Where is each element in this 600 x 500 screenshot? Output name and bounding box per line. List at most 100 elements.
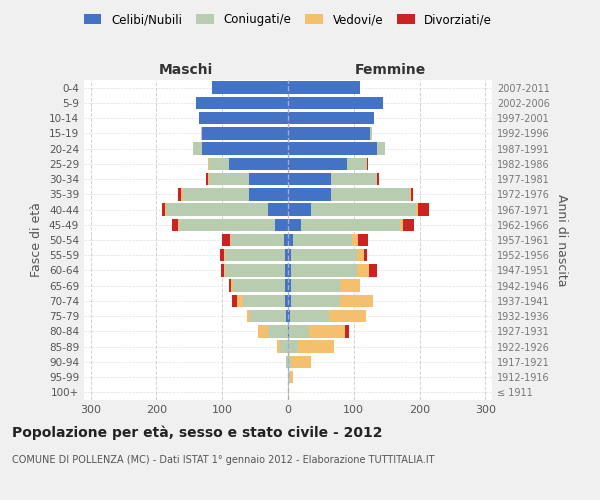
Bar xyxy=(183,188,248,200)
Bar xyxy=(220,249,224,262)
Bar xyxy=(291,264,357,276)
Bar xyxy=(288,264,291,276)
Bar xyxy=(309,325,345,338)
Bar xyxy=(331,173,377,186)
Y-axis label: Fasce di età: Fasce di età xyxy=(31,202,43,278)
Bar xyxy=(352,234,358,246)
Bar xyxy=(357,264,369,276)
Bar xyxy=(288,340,298,353)
Bar xyxy=(291,249,357,262)
Bar xyxy=(410,188,411,200)
Bar xyxy=(209,173,248,186)
Bar xyxy=(226,264,285,276)
Bar xyxy=(229,158,288,170)
Bar xyxy=(250,310,286,322)
Bar xyxy=(268,204,288,216)
Bar xyxy=(288,249,291,262)
Bar xyxy=(416,204,418,216)
Bar xyxy=(301,218,400,231)
Bar xyxy=(288,82,361,94)
Bar xyxy=(289,325,309,338)
Bar xyxy=(209,158,229,170)
Bar xyxy=(288,325,289,338)
Bar xyxy=(288,294,290,307)
Bar xyxy=(288,204,311,216)
Bar xyxy=(172,218,178,231)
Bar xyxy=(340,294,373,307)
Bar xyxy=(290,310,329,322)
Bar xyxy=(288,280,290,292)
Bar xyxy=(179,218,275,231)
Bar xyxy=(285,264,288,276)
Bar xyxy=(340,280,360,292)
Bar xyxy=(288,310,290,322)
Bar xyxy=(288,386,289,398)
Bar xyxy=(284,234,288,246)
Bar xyxy=(224,249,226,262)
Bar xyxy=(178,188,181,200)
Bar xyxy=(224,264,226,276)
Bar xyxy=(259,325,268,338)
Bar xyxy=(206,173,208,186)
Bar xyxy=(288,158,347,170)
Bar xyxy=(288,188,331,200)
Bar xyxy=(196,96,288,109)
Bar xyxy=(293,234,352,246)
Bar xyxy=(345,325,349,338)
Bar xyxy=(331,188,410,200)
Bar xyxy=(370,127,372,140)
Bar xyxy=(275,218,288,231)
Bar xyxy=(232,234,284,246)
Bar xyxy=(181,188,183,200)
Bar xyxy=(247,310,250,322)
Bar xyxy=(166,204,268,216)
Bar xyxy=(288,173,331,186)
Bar xyxy=(364,249,367,262)
Bar xyxy=(165,204,166,216)
Bar xyxy=(208,173,209,186)
Bar xyxy=(208,158,209,170)
Bar xyxy=(347,158,367,170)
Bar xyxy=(201,127,202,140)
Bar xyxy=(288,218,301,231)
Bar xyxy=(286,280,288,292)
Bar xyxy=(288,356,291,368)
Bar xyxy=(288,127,370,140)
Bar xyxy=(286,294,288,307)
Bar xyxy=(280,340,288,353)
Bar xyxy=(161,204,165,216)
Bar xyxy=(268,325,288,338)
Bar xyxy=(193,142,202,155)
Bar xyxy=(286,310,288,322)
Bar xyxy=(358,234,368,246)
Bar xyxy=(238,294,242,307)
Bar xyxy=(285,249,288,262)
Bar xyxy=(242,294,286,307)
Bar xyxy=(288,142,377,155)
Bar xyxy=(229,280,231,292)
Bar xyxy=(411,188,413,200)
Bar xyxy=(290,371,293,384)
Bar xyxy=(248,188,288,200)
Bar xyxy=(232,294,238,307)
Bar xyxy=(377,173,379,186)
Text: Maschi: Maschi xyxy=(159,64,213,78)
Bar xyxy=(357,249,364,262)
Bar xyxy=(291,356,311,368)
Bar xyxy=(248,173,288,186)
Bar xyxy=(202,127,288,140)
Bar xyxy=(418,204,430,216)
Bar xyxy=(288,112,374,124)
Y-axis label: Anni di nascita: Anni di nascita xyxy=(555,194,568,286)
Bar xyxy=(199,112,288,124)
Bar xyxy=(290,280,340,292)
Bar xyxy=(329,310,365,322)
Bar xyxy=(290,294,340,307)
Bar xyxy=(233,280,286,292)
Text: Femmine: Femmine xyxy=(355,64,425,78)
Bar xyxy=(288,234,293,246)
Bar xyxy=(403,218,415,231)
Legend: Celibi/Nubili, Coniugati/e, Vedovi/e, Divorziati/e: Celibi/Nubili, Coniugati/e, Vedovi/e, Di… xyxy=(79,8,497,31)
Bar xyxy=(400,218,403,231)
Bar xyxy=(212,82,288,94)
